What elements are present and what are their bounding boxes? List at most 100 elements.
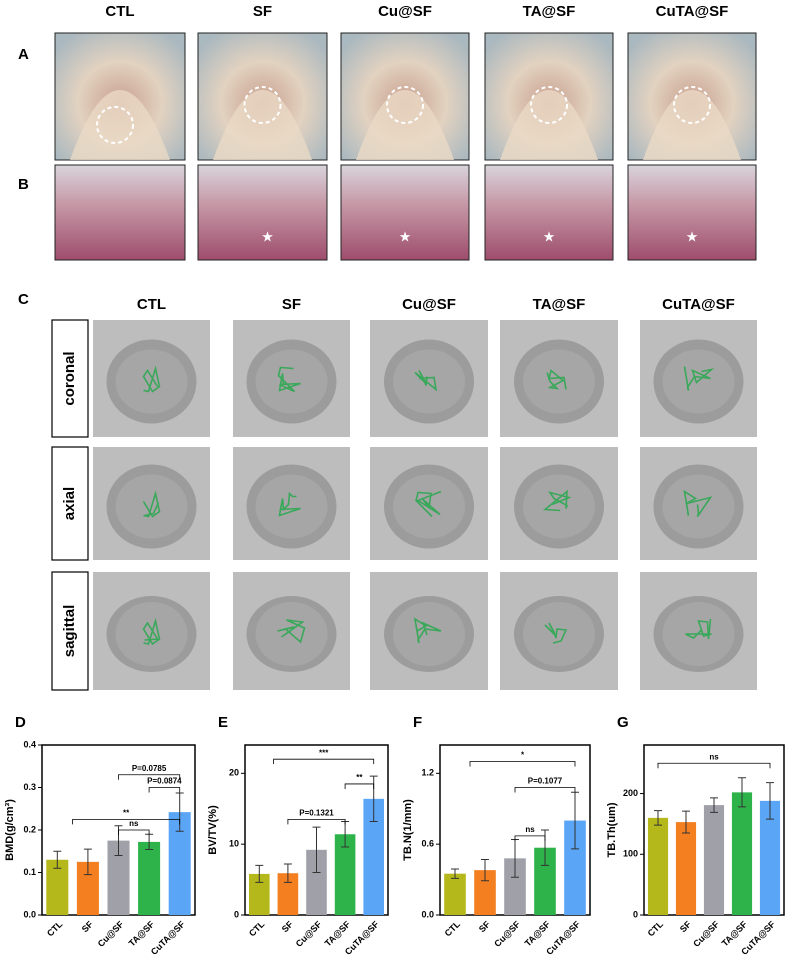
y-tick-label: 0.0 (421, 909, 434, 919)
x-tick-label: SF (80, 919, 96, 935)
bar (444, 873, 466, 915)
x-tick-label: Cu@SF (294, 919, 324, 949)
y-tick-label: 0.2 (23, 824, 36, 834)
x-tick-label: SF (477, 919, 493, 935)
significance-bracket (514, 787, 576, 793)
significance-bracket (148, 787, 181, 793)
row-label: axial (61, 487, 78, 520)
ct-scaffold (415, 490, 442, 518)
defect-circle (673, 86, 711, 124)
photo (340, 164, 470, 261)
bar (76, 861, 99, 915)
significance-bracket (657, 762, 771, 769)
photo (627, 164, 757, 261)
ct-scaffold (277, 366, 301, 393)
bar (138, 841, 161, 915)
bar (334, 834, 356, 915)
star: ★ (399, 229, 412, 245)
bar (647, 817, 669, 915)
significance-label: ** (356, 773, 363, 782)
ct-scaffold (278, 491, 301, 517)
column-header: TA@SF (523, 3, 576, 20)
x-tick-label: Cu@SF (691, 919, 721, 949)
ct-scaffold (413, 617, 442, 644)
significance-bracket (344, 783, 375, 789)
star: ★ (686, 229, 699, 245)
significance-label: ** (123, 808, 130, 817)
ct-bone (255, 474, 328, 539)
column-header: CuTA@SF (662, 296, 735, 313)
bar (703, 805, 725, 915)
y-axis-label: TB.Th(um) (606, 802, 618, 857)
defect-circle (386, 86, 424, 124)
x-tick-label: SF (678, 919, 694, 935)
column-header: TA@SF (533, 296, 586, 313)
ct-scaffold (542, 489, 572, 512)
photo (197, 164, 328, 261)
y-tick-label: 200 (623, 788, 638, 798)
significance-bracket (118, 829, 150, 835)
panel-letter: B (18, 176, 29, 193)
error-bar (654, 810, 662, 826)
bar (363, 798, 384, 915)
y-tick-label: 0 (633, 909, 638, 919)
row-label-box (51, 319, 89, 438)
error-bar (738, 777, 746, 808)
ct-scaffold (142, 490, 161, 518)
error-bar (283, 863, 292, 883)
y-tick-label: 0.0 (23, 909, 36, 919)
panel-letter: F (413, 714, 422, 731)
panel-letter: A (18, 46, 29, 63)
significance-label: ns (129, 819, 139, 828)
y-tick-label: 1.2 (421, 768, 434, 778)
significance-bracket (273, 758, 375, 765)
y-tick-label: 0.1 (23, 867, 36, 877)
significance-bracket (118, 774, 181, 780)
x-tick-label: Cu@SF (96, 919, 126, 949)
x-tick-label: Cu@SF (492, 919, 522, 949)
photo (484, 164, 614, 261)
significance-bracket (72, 818, 181, 825)
defect-circle (96, 106, 134, 144)
y-axis-label: BV/TV(%) (207, 805, 219, 855)
ct-scaffold (414, 370, 438, 392)
ct-scaffold (544, 622, 568, 644)
y-tick-label: 0 (234, 909, 239, 919)
ct-scaffold (683, 366, 715, 391)
panel-letter: C (18, 291, 29, 308)
significance-label: ns (709, 752, 719, 761)
y-tick-label: 20 (229, 768, 239, 778)
row-label-box (51, 446, 89, 561)
y-tick-label: 0.3 (23, 782, 36, 792)
x-tick-label: TA@SF (127, 919, 157, 949)
photo-shape (70, 90, 170, 160)
panel-letter: D (15, 714, 26, 731)
ct-bone (393, 602, 465, 666)
photo (54, 164, 186, 261)
ct-bone (523, 602, 595, 666)
significance-label: P=0.0874 (147, 777, 182, 786)
significance-label: ns (525, 825, 535, 834)
ct-scaffold (142, 617, 161, 646)
significance-bracket (514, 835, 546, 841)
y-tick-label: 10 (229, 839, 239, 849)
star: ★ (261, 229, 274, 245)
error-bar (175, 792, 184, 832)
column-header: SF (253, 3, 272, 20)
bar (474, 870, 496, 915)
error-bar (682, 810, 690, 834)
error-bar (451, 868, 459, 879)
bar (306, 849, 327, 915)
defect-circle (243, 86, 282, 124)
panel-letter: E (218, 714, 228, 731)
photo-shape (356, 90, 454, 160)
error-bar (710, 797, 718, 813)
photo-shape (213, 90, 312, 160)
column-header: CuTA@SF (656, 3, 729, 20)
photo-shape (643, 90, 741, 160)
x-tick-label: CTL (247, 919, 267, 939)
significance-label: P=0.0785 (132, 764, 167, 773)
error-bar (255, 864, 264, 883)
bar (731, 792, 753, 915)
photo-shape (500, 90, 598, 160)
